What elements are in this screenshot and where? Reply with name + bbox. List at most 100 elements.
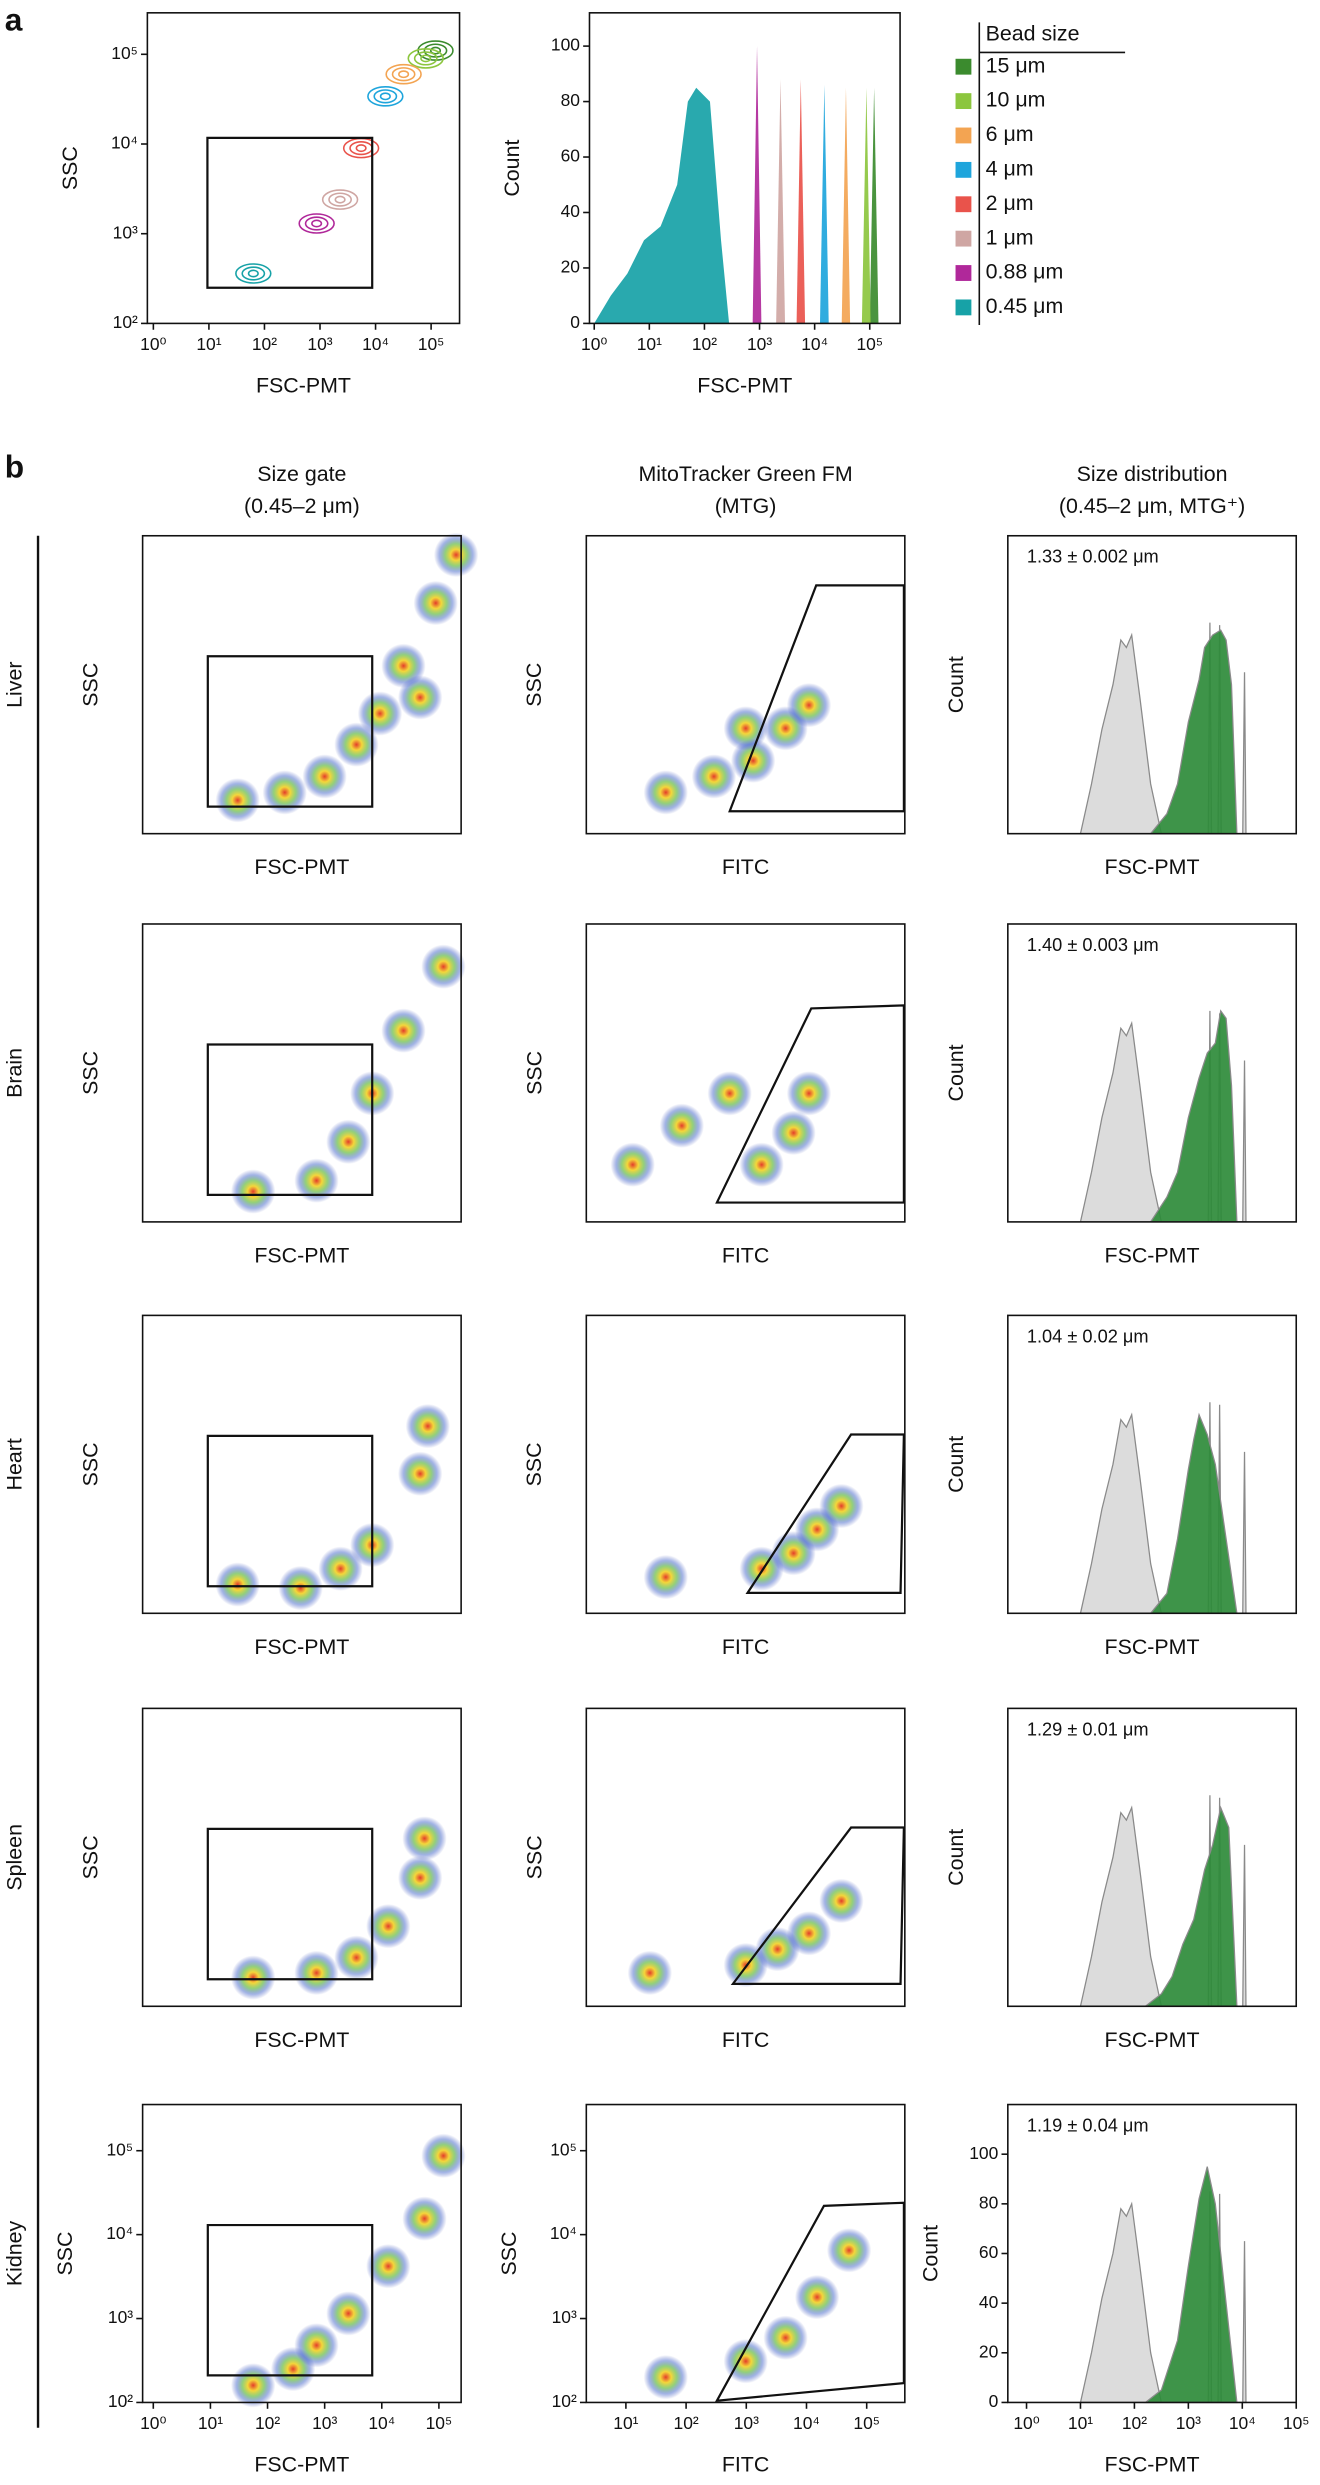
density-point: [318, 1546, 363, 1591]
legend-label: 0.45 μm: [986, 294, 1064, 318]
x-tick-label: 10¹: [196, 334, 221, 354]
legend-label: 6 μm: [986, 122, 1034, 146]
plot-frame: [141, 1314, 462, 1615]
histogram-area: [1143, 1805, 1238, 2007]
density-point: [215, 1562, 260, 1607]
row-label: Spleen: [3, 1824, 27, 1891]
y-axis-label: SSC: [522, 1442, 546, 1486]
annotation: 1.04 ± 0.02 μm: [1027, 1326, 1149, 1346]
annotation: 1.29 ± 0.01 μm: [1027, 1719, 1149, 1739]
panel: FSC-PMT SSC: [79, 1707, 462, 2052]
gate: [206, 2223, 374, 2377]
contour-ring: [398, 70, 410, 79]
density-point: [294, 1158, 339, 1203]
legend-label: 4 μm: [986, 157, 1034, 181]
density-point: [294, 1950, 339, 1996]
x-axis-label: FSC-PMT: [1105, 2028, 1200, 2052]
y-axis-label: Count: [944, 1829, 968, 1886]
y-axis-label: SSC: [522, 1051, 546, 1095]
density-point: [786, 682, 832, 728]
density-point: [381, 1008, 426, 1053]
y-tick-label: 40: [561, 201, 581, 221]
plot-frame: [585, 534, 906, 835]
density-point: [413, 580, 458, 626]
density-point: [739, 1142, 784, 1187]
density-point: [659, 1103, 705, 1148]
x-tick-label: 10¹: [1068, 2413, 1093, 2433]
gate: [745, 1433, 906, 1595]
y-axis-label: SSC: [79, 663, 103, 707]
gate: [206, 1827, 374, 1981]
x-tick-label: 10²: [674, 2413, 699, 2433]
y-axis-label: Count: [918, 2225, 942, 2282]
x-axis-label: FSC-PMT: [254, 2452, 349, 2476]
y-tick-label: 10⁴: [106, 2223, 133, 2243]
legend-swatch: [955, 299, 972, 316]
density-point: [397, 1855, 443, 1900]
bead-contour: [298, 213, 335, 234]
histogram-area: [861, 87, 871, 324]
density-point: [421, 944, 466, 989]
y-tick-label: 100: [969, 2143, 998, 2163]
x-axis-label: FSC-PMT: [1105, 855, 1200, 879]
plot-frame: [1007, 1707, 1298, 2008]
density-point: [763, 2315, 808, 2360]
y-tick-label: 100: [551, 35, 580, 55]
y-tick-label: 10²: [552, 2391, 577, 2411]
plot-frame: [141, 2103, 462, 2404]
x-axis-label: FSC-PMT: [697, 373, 792, 397]
x-tick-label: 10⁴: [1229, 2413, 1256, 2433]
contour-ring: [429, 46, 442, 55]
x-axis-label: FITC: [722, 2028, 769, 2052]
density-point: [230, 2363, 276, 2408]
density-point: [230, 1955, 276, 2000]
y-tick-label: 40: [979, 2292, 999, 2312]
contour-ring: [355, 144, 367, 153]
density-point: [215, 778, 260, 823]
y-axis-label: SSC: [522, 663, 546, 707]
x-tick-label: 10⁴: [801, 334, 828, 354]
contour-ring: [423, 43, 448, 58]
x-tick-label: 10¹: [198, 2413, 223, 2433]
panel: FITC SSC: [522, 1314, 906, 1659]
legend-swatch: [955, 196, 972, 213]
x-axis-label: FSC-PMT: [254, 855, 349, 879]
density-point: [334, 1935, 379, 1980]
panel: FITC SSC: [522, 923, 906, 1267]
contour-ring: [367, 86, 404, 107]
legend-label: 10 μm: [986, 88, 1046, 112]
density-point: [294, 2323, 339, 2368]
panel: FITC SSC: [522, 1707, 906, 2052]
legend-swatch: [955, 58, 972, 75]
plot-frame: [585, 1707, 906, 2008]
column-title: (0.45–2 μm, MTG⁺): [1059, 494, 1245, 518]
density-point: [366, 2244, 411, 2289]
y-tick-label: 10³: [113, 222, 138, 242]
column-title: MitoTracker Green FM: [638, 462, 852, 486]
x-axis-label: FSC-PMT: [254, 1635, 349, 1659]
contour-ring: [311, 219, 323, 228]
density-point: [819, 1483, 864, 1529]
histogram-area: [1143, 2166, 1238, 2404]
y-tick-label: 10⁵: [550, 2139, 577, 2159]
panel-label: a: [5, 2, 23, 38]
y-axis-label: SSC: [79, 1835, 103, 1879]
legend-swatch: [955, 230, 972, 247]
legend-label: 1 μm: [986, 225, 1034, 249]
histogram-area: [1149, 1009, 1238, 1223]
x-axis-label: FSC-PMT: [256, 373, 351, 397]
panel: 10⁰ 10¹ 10² 10³ 10⁴ 10⁵ 10² 10³ 10⁴ 10⁵ FSC-PMT SSC: [53, 2103, 466, 2476]
x-tick-label: 10³: [1176, 2413, 1201, 2433]
y-tick-label: 60: [979, 2242, 999, 2262]
gate: [206, 1434, 374, 1588]
y-tick-label: 80: [979, 2192, 999, 2212]
legend-label: 15 μm: [986, 53, 1046, 77]
plot-frame: [141, 923, 462, 1223]
contour-ring: [328, 192, 352, 207]
y-tick-label: 80: [561, 90, 581, 110]
plot-frame: [146, 12, 461, 325]
density-point: [397, 1451, 443, 1496]
plot-frame: [1007, 923, 1298, 1223]
x-tick-label: 10⁵: [856, 334, 883, 354]
